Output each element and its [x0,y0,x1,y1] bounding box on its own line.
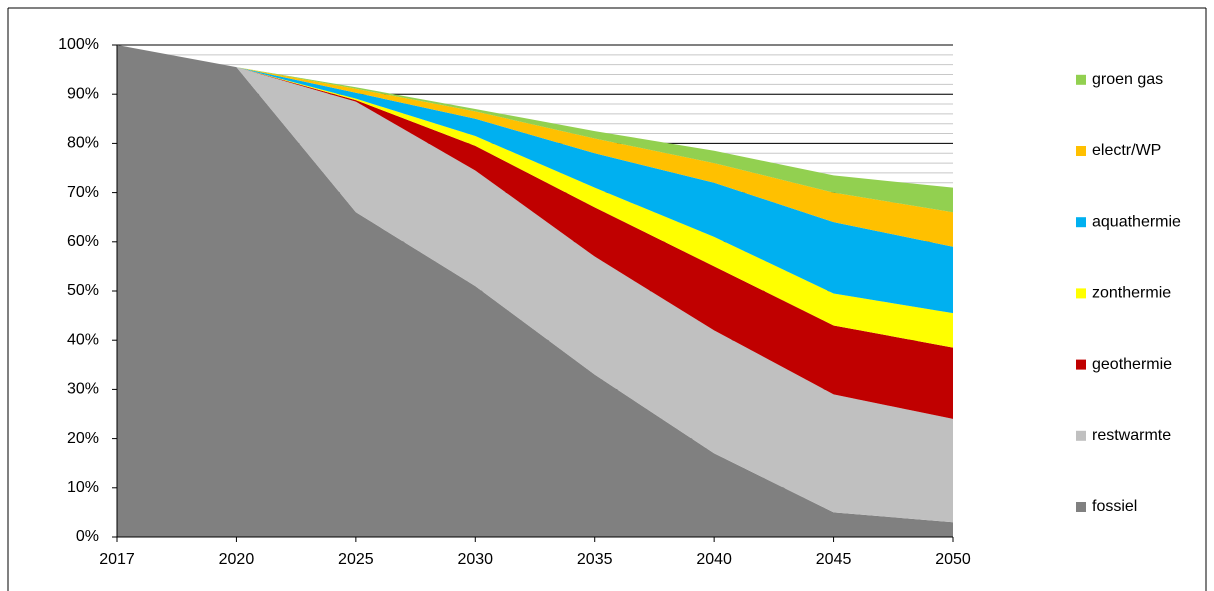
x-tick-label: 2025 [338,551,374,568]
legend-swatch [1076,430,1086,441]
legend-swatch [1076,359,1086,370]
legend-label: restwarmte [1092,427,1171,444]
area [117,45,953,537]
y-tick-label: 30% [67,381,99,398]
x-tick-label: 2020 [219,551,255,568]
y-tick-label: 50% [67,282,99,299]
legend-swatch [1076,502,1086,512]
legend-label: aquathermie [1092,213,1181,230]
y-tick-label: 10% [67,479,99,496]
y-tick-label: 70% [67,184,99,201]
area [117,45,953,348]
x-tick-label: 2045 [816,551,852,568]
legend-swatch [1076,74,1086,85]
y-tick-label: 60% [67,233,99,250]
legend-label: zonthermie [1092,285,1171,302]
area [117,45,953,523]
area [117,45,953,213]
x-tick-label: 2050 [935,551,971,568]
legend-swatch [1076,146,1086,156]
area [117,45,953,247]
y-tick-label: 40% [67,331,99,348]
legend-swatch [1076,217,1086,228]
x-tick-label: 2017 [99,551,135,568]
area [117,45,953,314]
y-tick-label: 80% [67,135,99,152]
legend-label: groen gas [1092,71,1163,88]
legend-label: fossiel [1092,498,1137,515]
x-tick-label: 2035 [577,551,613,568]
y-tick-label: 0% [76,528,99,545]
legend-swatch [1076,288,1086,299]
legend-label: geothermie [1092,356,1172,373]
legend-label: electr/WP [1092,142,1161,159]
x-tick-label: 2040 [696,551,732,568]
y-tick-label: 90% [67,85,99,102]
y-tick-label: 20% [67,430,99,447]
x-tick-label: 2030 [457,551,493,568]
area [117,45,953,419]
y-tick-label: 100% [58,36,99,53]
